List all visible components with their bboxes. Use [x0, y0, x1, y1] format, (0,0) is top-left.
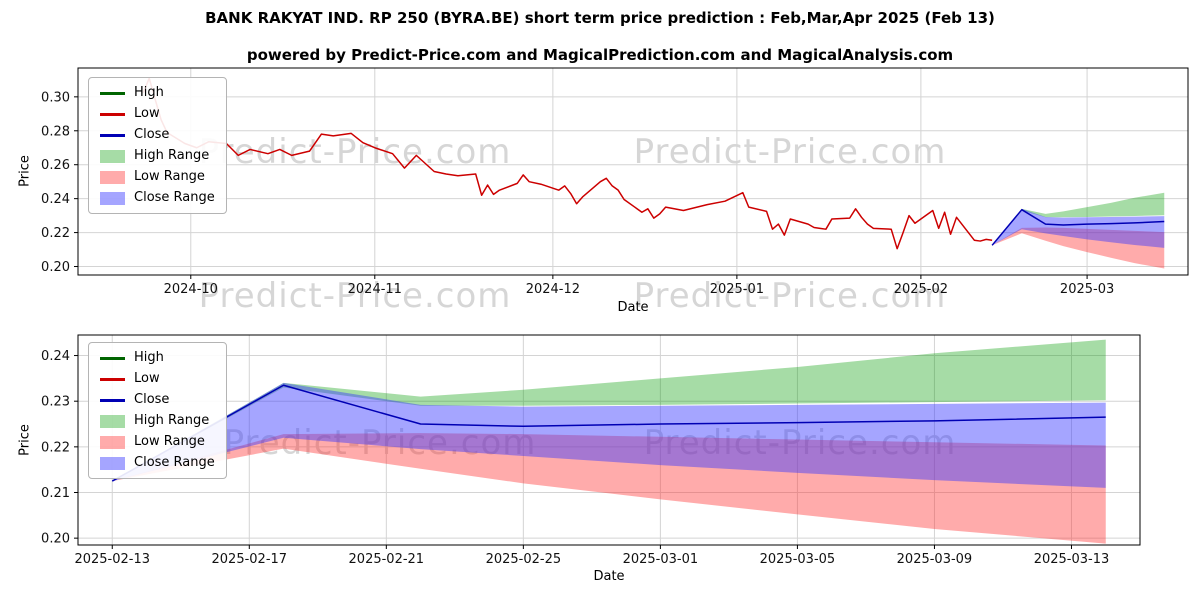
low-line [142, 77, 993, 250]
legend-label: High Range [134, 413, 210, 428]
legend-entry-high: High [100, 349, 215, 367]
close-range-band [112, 382, 1106, 488]
x-tick-label: 2024-10 [164, 282, 218, 297]
x-axis-label-top: Date [617, 300, 649, 315]
chart-title: BANK RAKYAT IND. RP 250 (BYRA.BE) short … [205, 9, 995, 27]
x-tick-label: 2024-12 [526, 282, 580, 297]
legend-bottom-chart: High Low Close High Range Low Range Close Ran… [88, 342, 227, 479]
legend-line-swatch [100, 377, 125, 381]
legend-entry-low-range: Low Range [100, 168, 215, 186]
legend-label: Low Range [134, 434, 205, 449]
x-tick-label: 2025-03-01 [623, 552, 699, 567]
x-tick-label: 2025-03-05 [760, 552, 836, 567]
watermark-text: Predict-Price.com [633, 132, 947, 172]
legend-patch-swatch [100, 191, 125, 205]
low-range-band [992, 227, 1165, 269]
legend-label: High [134, 350, 164, 365]
legend-patch-swatch [100, 456, 125, 470]
legend-line-swatch [100, 91, 125, 95]
y-axis-label-top: Price [17, 155, 33, 187]
legend-line-swatch [100, 133, 125, 137]
x-tick-label: 2024-11 [348, 282, 402, 297]
high-range-band [112, 339, 1106, 482]
watermark-text: Predict-Price.com [644, 423, 957, 463]
legend-label: Close [134, 127, 170, 142]
watermark-text: Predict-Price.com [224, 423, 537, 463]
legend-entry-low: Low [100, 105, 215, 123]
watermark-text: Predict-Price.com [633, 276, 947, 316]
legend-entry-high-range: High Range [100, 147, 215, 165]
x-tick-label: 2025-03 [1060, 282, 1114, 297]
y-tick-label: 0.30 [41, 90, 70, 105]
legend-patch-swatch [100, 414, 125, 428]
close-line [111, 384, 1106, 482]
legend-entry-close-range: Close Range [100, 189, 215, 207]
legend-entry-close: Close [100, 391, 215, 409]
legend-label: High Range [134, 148, 210, 163]
y-tick-label: 0.21 [41, 486, 70, 501]
x-tick-label: 2025-02 [894, 282, 948, 297]
x-tick-label: 2025-02-25 [486, 552, 562, 567]
legend-entry-high-range: High Range [100, 412, 215, 430]
plot-frame [77, 334, 1141, 546]
legend-patch-swatch [100, 149, 125, 163]
y-tick-label: 0.24 [41, 349, 70, 364]
x-tick-label: 2025-02-17 [212, 552, 288, 567]
x-tick-label: 2025-03-09 [897, 552, 973, 567]
legend-label: Low Range [134, 169, 205, 184]
legend-label: Low [134, 371, 160, 386]
y-tick-label: 0.26 [41, 158, 70, 173]
high-range-band [992, 192, 1165, 246]
legend-label: High [134, 85, 164, 100]
watermark-text: Predict-Price.com [198, 132, 512, 172]
low-range-band [112, 433, 1106, 544]
y-axis-label-bottom: Price [17, 424, 33, 456]
legend-line-swatch [100, 398, 125, 402]
legend-entry-low-range: Low Range [100, 433, 215, 451]
legend-label: Close Range [134, 190, 215, 205]
y-tick-label: 0.28 [41, 124, 70, 139]
legend-line-swatch [100, 112, 125, 116]
legend-entry-high: High [100, 84, 215, 102]
legend-patch-swatch [100, 435, 125, 449]
x-tick-label: 2025-03-13 [1034, 552, 1110, 567]
legend-entry-close: Close [100, 126, 215, 144]
plot-frame [77, 67, 1189, 276]
x-axis-label-bottom: Date [593, 569, 625, 584]
x-tick-label: 2025-02-21 [349, 552, 425, 567]
y-tick-label: 0.24 [41, 192, 70, 207]
y-tick-label: 0.22 [41, 440, 70, 455]
x-tick-label: 2025-02-13 [74, 552, 150, 567]
watermark-text: Predict-Price.com [198, 276, 512, 316]
y-tick-label: 0.22 [41, 226, 70, 241]
legend-label: Low [134, 106, 160, 121]
legend-label: Close [134, 392, 170, 407]
legend-line-swatch [100, 356, 125, 360]
legend-label: Close Range [134, 455, 215, 470]
close-line [991, 208, 1165, 246]
y-tick-label: 0.20 [41, 260, 70, 275]
legend-top-chart: High Low Close High Range Low Range Close Ran… [88, 77, 227, 214]
x-tick-label: 2025-01 [710, 282, 764, 297]
legend-patch-swatch [100, 170, 125, 184]
y-tick-label: 0.20 [41, 532, 70, 547]
legend-entry-low: Low [100, 370, 215, 388]
y-tick-label: 0.23 [41, 395, 70, 410]
chart-subtitle: powered by Predict-Price.com and Magical… [246, 46, 954, 64]
legend-entry-close-range: Close Range [100, 454, 215, 472]
